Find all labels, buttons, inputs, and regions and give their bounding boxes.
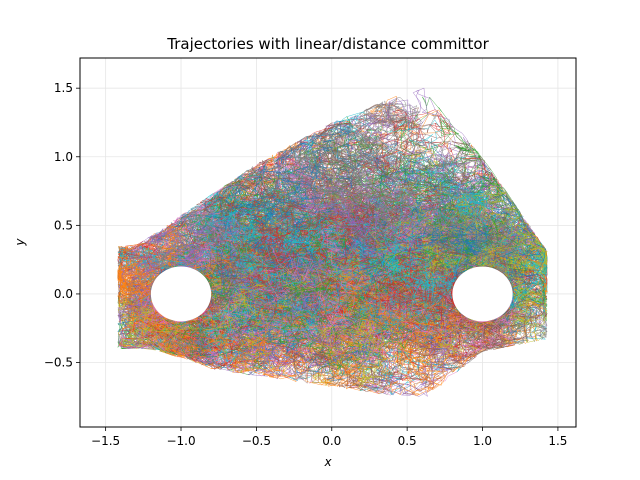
- y-tick-label: −0.5: [44, 356, 73, 370]
- x-tick-label: 1.0: [473, 434, 492, 448]
- y-tick-label: 1.5: [54, 81, 73, 95]
- state-a-region: [150, 266, 212, 322]
- x-axis-label: x: [323, 455, 332, 469]
- trajectory-line: [130, 114, 535, 369]
- trajectories: [117, 87, 549, 397]
- plot-frame: [79, 57, 577, 428]
- x-tick-label: 0.5: [398, 434, 417, 448]
- y-tick-label: 0.0: [54, 287, 73, 301]
- y-axis-label: y: [13, 238, 27, 247]
- trajectory-line: [165, 150, 497, 307]
- axis-ticks: −1.5 −1.0 −0.5 0.0 0.5 1.0 1.5 −0.5 0.0 0.5 1.0 1.5: [44, 81, 568, 448]
- x-tick-label: 0.0: [322, 434, 341, 448]
- chart-title: Trajectories with linear/distance commit…: [166, 35, 489, 53]
- trajectory-line: [134, 177, 479, 327]
- x-tick-label: −1.5: [91, 434, 120, 448]
- trajectory-line: [190, 265, 471, 354]
- trajectory-line: [133, 233, 495, 360]
- trajectory-line: [131, 229, 458, 366]
- y-tick-label: 0.5: [54, 218, 73, 232]
- trajectory-line: [202, 120, 546, 307]
- y-tick-label: 1.0: [54, 150, 73, 164]
- trajectory-line: [209, 233, 548, 371]
- x-tick-label: −1.0: [166, 434, 195, 448]
- trajectory-line: [207, 177, 519, 318]
- trajectory-line: [130, 307, 507, 388]
- trajectory-line: [163, 102, 528, 294]
- trajectory-line: [163, 200, 460, 332]
- trajectory-line: [195, 223, 478, 343]
- trajectory-line: [176, 167, 506, 365]
- state-b-region: [452, 266, 513, 322]
- x-tick-label: 1.5: [548, 434, 567, 448]
- x-tick-label: −0.5: [242, 434, 271, 448]
- trajectory-line: [207, 181, 548, 343]
